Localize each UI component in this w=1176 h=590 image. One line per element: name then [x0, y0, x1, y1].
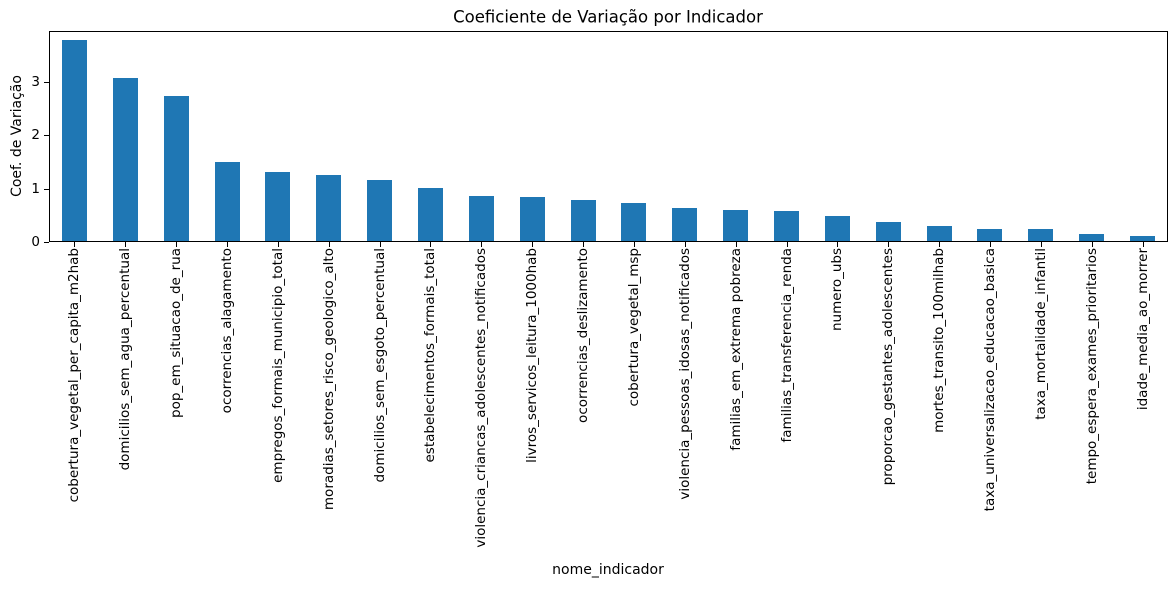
- y-tick-label: 3: [31, 74, 40, 90]
- x-tick-mark: [939, 242, 940, 247]
- bar: [468, 196, 494, 241]
- x-tick-mark: [532, 242, 533, 247]
- x-tick-label: tempo_espera_exames_prioritarios: [1084, 248, 1100, 485]
- bar: [265, 172, 291, 241]
- x-tick-label: domicilios_sem_agua_percentual: [117, 248, 133, 471]
- bar: [61, 40, 87, 241]
- bar: [977, 229, 1003, 241]
- bar: [672, 208, 698, 241]
- x-tick-label: domicilios_sem_esgoto_percentual: [372, 248, 388, 483]
- x-tick-label: familias_em_extrema pobreza: [728, 248, 744, 451]
- x-tick-mark: [1092, 242, 1093, 247]
- x-tick-label: numero_ubs: [829, 248, 845, 331]
- bar: [1028, 229, 1054, 241]
- x-tick-label: proporcao_gestantes_adolescentes: [880, 248, 896, 486]
- y-tick-mark: [44, 135, 49, 136]
- x-tick-mark: [787, 242, 788, 247]
- y-tick-mark: [44, 82, 49, 83]
- x-tick-label: livros_servicos_leitura_1000hab: [524, 248, 540, 463]
- x-tick-mark: [481, 242, 482, 247]
- bar: [875, 222, 901, 241]
- bar: [417, 188, 443, 241]
- x-tick-mark: [278, 242, 279, 247]
- bar: [1130, 236, 1156, 241]
- bar: [621, 203, 647, 241]
- x-axis-label: nome_indicador: [552, 562, 664, 578]
- bar: [926, 226, 952, 241]
- x-tick-label: taxa_mortalidade_infantil: [1033, 248, 1049, 420]
- x-tick-label: cobertura_vegetal_msp: [626, 248, 642, 407]
- x-tick-mark: [888, 242, 889, 247]
- x-tick-label: moradias_setores_risco_geologico_alto: [321, 248, 337, 511]
- bar: [214, 162, 240, 241]
- x-tick-mark: [736, 242, 737, 247]
- x-tick-mark: [176, 242, 177, 247]
- bar: [519, 197, 545, 241]
- x-tick-mark: [380, 242, 381, 247]
- y-tick-label: 1: [31, 181, 40, 197]
- bar: [570, 200, 596, 241]
- x-tick-label: ocorrencias_alagamento: [219, 248, 235, 414]
- x-tick-label: taxa_universalizacao_educacao_basica: [982, 248, 998, 512]
- x-tick-mark: [990, 242, 991, 247]
- x-tick-mark: [125, 242, 126, 247]
- x-tick-mark: [1143, 242, 1144, 247]
- bar: [367, 180, 393, 241]
- bar: [112, 78, 138, 241]
- x-tick-label: familias_transferencia_renda: [779, 248, 795, 443]
- x-tick-mark: [329, 242, 330, 247]
- x-tick-label: estabelecimentos_formais_total: [422, 248, 438, 463]
- plot-area: [49, 31, 1168, 242]
- x-tick-mark: [1041, 242, 1042, 247]
- x-tick-mark: [583, 242, 584, 247]
- x-tick-mark: [634, 242, 635, 247]
- bar: [723, 210, 749, 241]
- bar: [163, 96, 189, 241]
- x-tick-label: mortes_transito_100milhab: [931, 248, 947, 433]
- x-tick-label: ocorrencias_deslizamento: [575, 248, 591, 423]
- y-tick-label: 0: [31, 234, 40, 250]
- x-tick-mark: [685, 242, 686, 247]
- x-tick-mark: [74, 242, 75, 247]
- x-tick-label: violencia_pessoas_idosas_notificados: [677, 248, 693, 500]
- bar: [316, 175, 342, 241]
- y-tick-label: 2: [31, 127, 40, 143]
- x-tick-label: violencia_criancas_adolescentes_notifica…: [473, 248, 489, 548]
- x-tick-mark: [837, 242, 838, 247]
- x-tick-label: idade_media_ao_morrer: [1135, 248, 1151, 411]
- bar: [1079, 234, 1105, 241]
- x-tick-mark: [430, 242, 431, 247]
- y-tick-mark: [44, 189, 49, 190]
- bar: [774, 211, 800, 241]
- x-tick-label: cobertura_vegetal_per_capita_m2hab: [66, 248, 82, 503]
- y-tick-mark: [44, 242, 49, 243]
- bar: [824, 216, 850, 241]
- x-tick-label: empregos_formais_municipio_total: [270, 248, 286, 483]
- x-tick-mark: [227, 242, 228, 247]
- chart-title: Coeficiente de Variação por Indicador: [453, 7, 763, 27]
- x-tick-label: pop_em_situacao_de_rua: [168, 248, 184, 418]
